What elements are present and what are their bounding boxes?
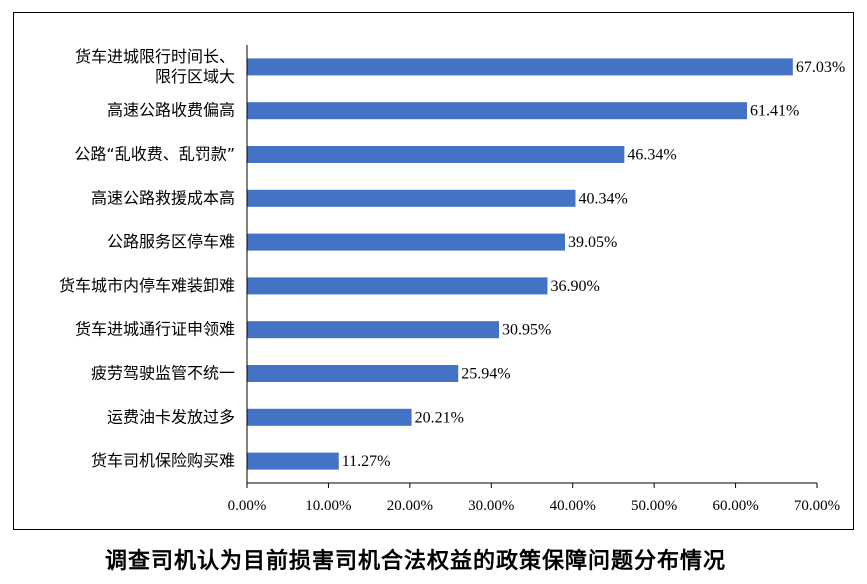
bar bbox=[247, 408, 412, 426]
x-tick-label: 70.00% bbox=[794, 498, 840, 514]
bar-value-label: 11.27% bbox=[342, 453, 391, 470]
bar-value-label: 25.94% bbox=[461, 366, 510, 383]
bar-value-label: 30.95% bbox=[502, 322, 551, 339]
category-label: 公路服务区停车难 bbox=[107, 232, 235, 251]
bar-chart: 67.03% 货车进城限行时间长、限行区域大 61.41% 高速公路收费偏高 46.34… bbox=[59, 45, 845, 514]
x-tick-label: 30.00% bbox=[468, 498, 514, 514]
x-tick-label: 60.00% bbox=[712, 498, 758, 514]
chart-caption: 调查司机认为目前损害司机合法权益的政策保障问题分布情况 bbox=[105, 549, 727, 574]
bar bbox=[247, 58, 793, 76]
x-tick-label: 20.00% bbox=[387, 498, 433, 514]
x-tick-label: 10.00% bbox=[305, 498, 351, 514]
category-label: 运费油卡发放过多 bbox=[107, 407, 235, 426]
bar bbox=[247, 146, 625, 163]
category-label: 疲劳驾驶监管不统一 bbox=[91, 364, 235, 383]
bar-value-label: 20.21% bbox=[415, 409, 464, 426]
bar bbox=[247, 277, 548, 295]
category-label: 货车司机保险购买难 bbox=[91, 451, 235, 470]
bar-value-label: 36.90% bbox=[550, 278, 599, 295]
bar bbox=[247, 233, 565, 251]
bar bbox=[247, 102, 748, 120]
category-label: 货车进城通行证申领难 bbox=[75, 320, 235, 339]
x-tick-label: 40.00% bbox=[550, 498, 596, 514]
bar bbox=[247, 452, 339, 470]
bar bbox=[247, 365, 459, 382]
x-tick-label: 0.00% bbox=[228, 498, 267, 514]
bar bbox=[247, 189, 576, 207]
category-label: 高速公路收费偏高 bbox=[107, 101, 235, 120]
chart-frame: 67.03% 货车进城限行时间长、限行区域大 61.41% 高速公路收费偏高 46.34… bbox=[13, 12, 854, 530]
bar-value-label: 39.05% bbox=[568, 234, 617, 251]
bar-value-label: 67.03% bbox=[796, 59, 845, 76]
bar-value-label: 40.34% bbox=[578, 190, 627, 207]
category-label: 公路“乱收费、乱罚款” bbox=[74, 145, 235, 164]
bar-value-label: 61.41% bbox=[750, 103, 799, 120]
bar-value-label: 46.34% bbox=[627, 147, 676, 164]
category-label: 货车城市内停车难装卸难 bbox=[59, 276, 235, 295]
category-label: 货车进城限行时间长、限行区域大 bbox=[75, 47, 235, 86]
category-label: 高速公路救援成本高 bbox=[91, 188, 235, 207]
bar bbox=[247, 321, 500, 339]
x-tick-label: 50.00% bbox=[631, 498, 677, 514]
